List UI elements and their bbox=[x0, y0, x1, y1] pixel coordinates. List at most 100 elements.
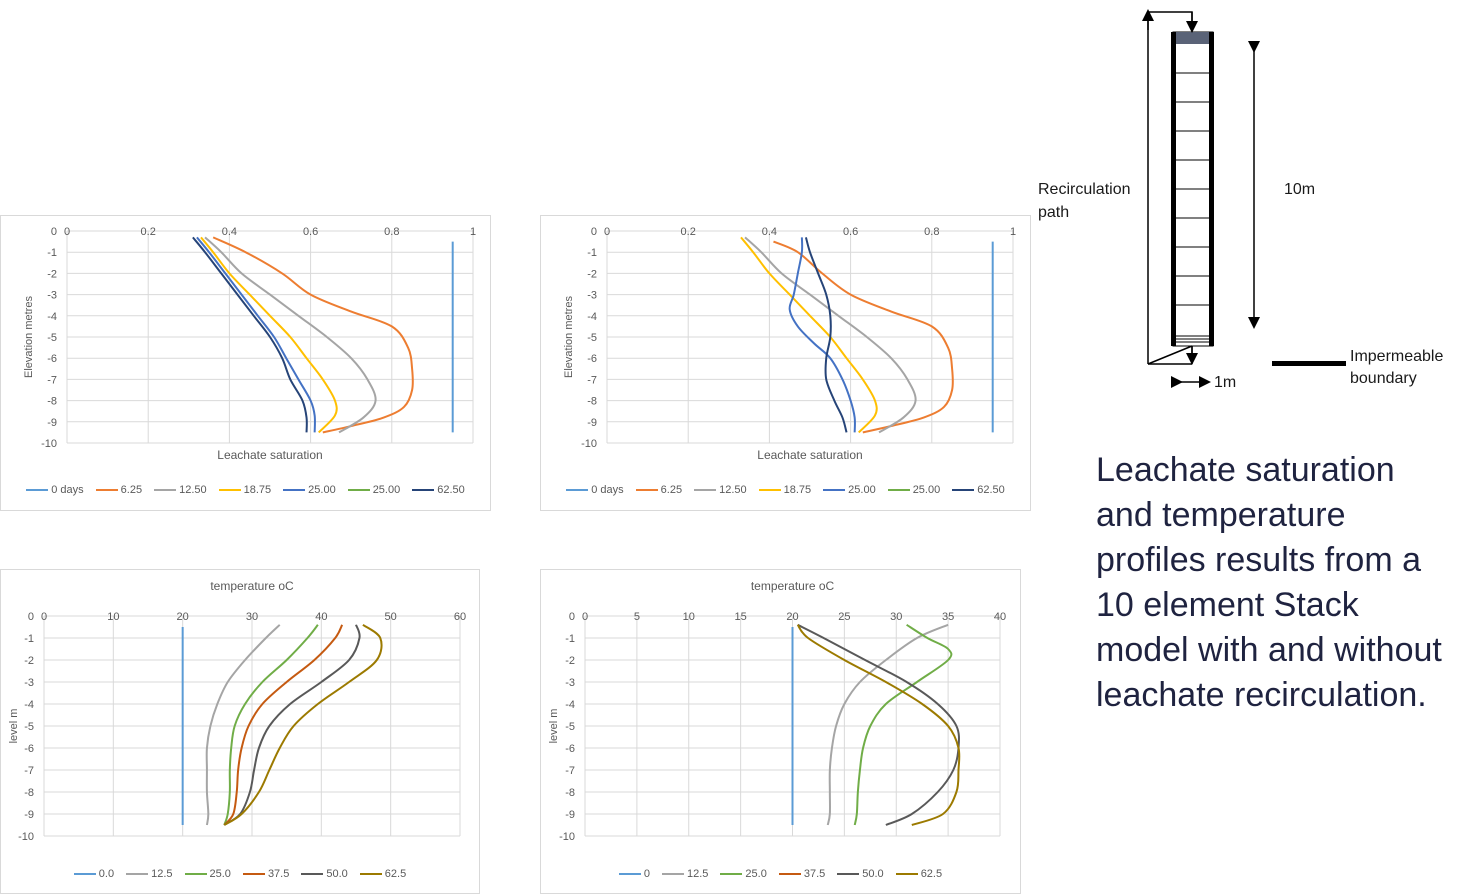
series-line bbox=[204, 236, 377, 434]
y-tick-label: -1 bbox=[565, 633, 575, 645]
plot-area: 0 -1 -2 -3 -4 -5 -6 -7 -8 -9 -10 0 0.2 0.4 0.6 0.8 1 Leac… bbox=[23, 226, 476, 462]
legend-label: 18.75 bbox=[243, 484, 272, 496]
plot-area: 0 -1 -2 -3 -4 -5 -6 -7 -8 -9 -10 0 5 10 15 20 25 30 35 40 le… bbox=[548, 579, 1006, 843]
legend-item: 18.75 bbox=[218, 484, 272, 496]
legend-label: 18.75 bbox=[783, 484, 812, 496]
legend-label: 12.50 bbox=[719, 484, 747, 496]
y-tick-label: -4 bbox=[47, 311, 57, 323]
y-tick-label: -10 bbox=[41, 438, 57, 450]
y-tick-label: -10 bbox=[559, 831, 575, 843]
legend-item: 0 days bbox=[566, 484, 624, 496]
y-tick-label: -5 bbox=[24, 721, 34, 733]
height-label: 10m bbox=[1284, 181, 1315, 198]
x-tick-label: 20 bbox=[177, 611, 189, 623]
x-tick-label: 15 bbox=[735, 611, 747, 623]
legend-item: 62.5 bbox=[359, 868, 407, 880]
legend-swatch bbox=[566, 489, 589, 491]
x-tick-label: 5 bbox=[634, 611, 640, 623]
y-tick-label: -9 bbox=[24, 809, 34, 821]
legend-swatch bbox=[126, 873, 149, 875]
y-tick-label: -10 bbox=[581, 438, 597, 450]
y-tick-label: -8 bbox=[24, 787, 34, 799]
legend-label: 6.25 bbox=[120, 484, 143, 496]
legend-item: 62.50 bbox=[952, 484, 1005, 496]
series-line bbox=[196, 236, 316, 433]
plot-area: 0 -1 -2 -3 -4 -5 -6 -7 -8 -9 -10 0 10 20 30 40 50 60 level… bbox=[8, 579, 466, 843]
legend-item: 18.75 bbox=[758, 484, 812, 496]
y-tick-label: -1 bbox=[587, 247, 597, 259]
width-label: 1m bbox=[1214, 374, 1236, 391]
x-tick-label: 1 bbox=[470, 226, 476, 238]
series-line bbox=[200, 236, 338, 434]
series-line bbox=[796, 624, 961, 826]
stack-model-diagram: Recirculation path 10m 1m Impermeable bo… bbox=[1020, 0, 1472, 420]
legend-swatch bbox=[895, 873, 918, 875]
series-line bbox=[223, 624, 361, 826]
x-axis-label: Leachate saturation bbox=[217, 448, 322, 462]
x-tick-label: 25 bbox=[838, 611, 850, 623]
legend-swatch bbox=[184, 873, 207, 875]
legend-label: 50.0 bbox=[326, 868, 348, 880]
legend-item: 25.00 bbox=[347, 484, 400, 496]
y-tick-label: -3 bbox=[587, 290, 597, 302]
y-tick-label: -7 bbox=[24, 765, 34, 777]
legend-label: 37.5 bbox=[267, 868, 290, 880]
legend-label: 25.0 bbox=[209, 868, 231, 880]
y-tick-label: -8 bbox=[587, 396, 597, 408]
boundary-label-line2: boundary bbox=[1350, 370, 1417, 387]
temperature-chart-no-recirculation: 0 -1 -2 -3 -4 -5 -6 -7 -8 -9 -10 0 10 20 30 40 50 60 level… bbox=[0, 569, 480, 894]
series-line bbox=[205, 624, 281, 826]
legend-swatch bbox=[618, 873, 641, 875]
y-tick-label: -5 bbox=[47, 332, 57, 344]
legend-label: 62.5 bbox=[384, 868, 407, 880]
y-tick-label: -6 bbox=[565, 743, 575, 755]
x-axis-label: Leachate saturation bbox=[757, 448, 862, 462]
x-tick-label: 35 bbox=[942, 611, 954, 623]
y-axis-label: Elevation metres bbox=[23, 296, 35, 378]
series-line bbox=[797, 623, 960, 826]
x-tick-label: 0.2 bbox=[681, 226, 696, 238]
y-tick-label: -5 bbox=[587, 332, 597, 344]
series-line bbox=[853, 623, 953, 826]
legend-label: 6.25 bbox=[660, 484, 683, 496]
legend-swatch bbox=[720, 873, 743, 875]
legend: 0.0 12.5 25.0 37.5 50.0 62.5 bbox=[1, 868, 479, 880]
y-tick-label: -6 bbox=[47, 353, 57, 365]
y-tick-label: -3 bbox=[24, 677, 34, 689]
legend-swatch bbox=[26, 489, 49, 491]
y-tick-label: -3 bbox=[565, 677, 575, 689]
legend-swatch bbox=[694, 489, 717, 491]
x-tick-label: 0.4 bbox=[762, 226, 777, 238]
y-tick-label: -2 bbox=[587, 268, 597, 280]
y-tick-label: 0 bbox=[569, 611, 575, 623]
x-tick-label: 0 bbox=[64, 226, 70, 238]
y-tick-label: -1 bbox=[47, 247, 57, 259]
legend-label: 25.0 bbox=[745, 868, 767, 880]
boundary-label-line1: Impermeable bbox=[1350, 348, 1443, 365]
legend-swatch bbox=[242, 873, 265, 875]
legend-swatch bbox=[635, 489, 658, 491]
legend-item: 25.00 bbox=[823, 484, 876, 496]
y-tick-label: -9 bbox=[47, 417, 57, 429]
recirculation-label-line1: Recirculation bbox=[1038, 181, 1130, 198]
legend-swatch bbox=[778, 873, 801, 875]
x-tick-label: 30 bbox=[246, 611, 258, 623]
legend-swatch bbox=[823, 489, 846, 491]
x-tick-label: 40 bbox=[994, 611, 1006, 623]
legend-item: 62.50 bbox=[412, 484, 465, 496]
drainage-base bbox=[1176, 335, 1209, 343]
legend-item: 0.0 bbox=[73, 868, 115, 880]
legend-swatch bbox=[73, 873, 96, 875]
legend-label: 25.00 bbox=[308, 484, 336, 496]
x-tick-label: 0.6 bbox=[843, 226, 858, 238]
x-tick-label: 0 bbox=[604, 226, 610, 238]
legend-item: 50.0 bbox=[301, 868, 348, 880]
legend-item: 37.5 bbox=[778, 868, 826, 880]
column-top-cap bbox=[1176, 32, 1209, 44]
legend-label: 62.5 bbox=[920, 868, 943, 880]
legend-label: 0.0 bbox=[98, 868, 115, 880]
y-tick-label: -2 bbox=[24, 655, 34, 667]
legend-label: 37.5 bbox=[803, 868, 826, 880]
legend-swatch bbox=[218, 489, 241, 491]
x-tick-label: 10 bbox=[683, 611, 695, 623]
